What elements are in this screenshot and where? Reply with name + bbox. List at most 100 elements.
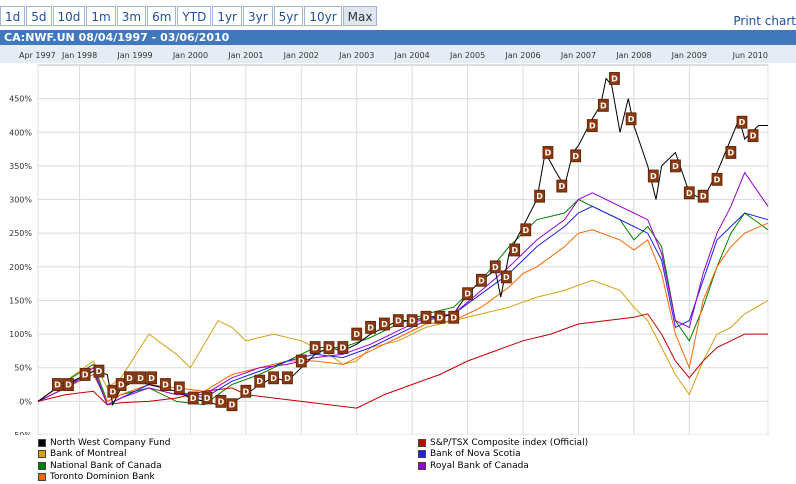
dividend-marker[interactable]: D bbox=[79, 368, 91, 381]
dividend-marker-box bbox=[747, 129, 759, 143]
dividend-marker-label: D bbox=[110, 387, 117, 396]
dividend-marker[interactable]: D bbox=[323, 341, 335, 354]
legend-item: Royal Bank of Canada bbox=[418, 461, 529, 471]
dividend-marker-label: D bbox=[672, 162, 679, 171]
x-tick-label: Apr 1997 bbox=[19, 51, 56, 60]
dividend-marker[interactable]: D bbox=[52, 378, 63, 391]
dividend-marker-label: D bbox=[700, 192, 707, 201]
y-tick-label: 250% bbox=[9, 229, 32, 238]
range-button-1d[interactable]: 1d bbox=[0, 6, 26, 26]
range-button-3m[interactable]: 3m bbox=[116, 6, 147, 26]
dividend-marker-label: D bbox=[298, 357, 305, 366]
dividend-marker[interactable]: D bbox=[93, 364, 105, 378]
dividend-marker[interactable]: D bbox=[124, 371, 135, 385]
dividend-marker-box bbox=[52, 378, 63, 391]
dividend-marker[interactable]: D bbox=[586, 119, 598, 132]
range-button-6m[interactable]: 6m bbox=[147, 6, 177, 26]
dividend-marker[interactable]: D bbox=[489, 260, 501, 274]
range-button-ytd[interactable]: YTD bbox=[177, 6, 212, 26]
range-button-max[interactable]: Max bbox=[342, 6, 378, 26]
dividend-marker[interactable]: D bbox=[725, 146, 737, 159]
dividend-marker[interactable]: D bbox=[520, 223, 532, 237]
dividend-marker-label: D bbox=[229, 401, 236, 410]
dividend-marker-box bbox=[201, 391, 213, 405]
dividend-marker[interactable]: D bbox=[406, 314, 418, 328]
dividend-marker[interactable]: D bbox=[556, 179, 568, 193]
dividend-marker[interactable]: D bbox=[476, 273, 487, 287]
dividend-marker[interactable]: D bbox=[215, 394, 227, 408]
price-chart: -50% 0% 50% 100% 150% 200% 250% 300% 350% 400% 450… bbox=[0, 45, 796, 435]
legend-item: Bank of Montreal bbox=[38, 449, 127, 459]
dividend-marker[interactable]: D bbox=[448, 310, 460, 324]
dividend-marker[interactable]: D bbox=[337, 341, 349, 354]
legend-swatch bbox=[38, 450, 46, 458]
dividend-marker[interactable]: D bbox=[379, 317, 390, 331]
range-button-10d[interactable]: 10d bbox=[52, 6, 86, 26]
dividend-marker-box bbox=[365, 320, 376, 334]
dividend-marker[interactable]: D bbox=[351, 327, 363, 341]
dividend-marker[interactable]: D bbox=[365, 320, 376, 334]
dividend-marker[interactable]: D bbox=[309, 341, 321, 354]
range-button-1m[interactable]: 1m bbox=[86, 6, 116, 26]
dividend-marker[interactable]: D bbox=[462, 287, 473, 301]
dividend-marker-label: D bbox=[353, 330, 360, 339]
dividend-marker[interactable]: D bbox=[282, 371, 293, 385]
dividend-marker-box bbox=[420, 310, 432, 324]
dividend-marker[interactable]: D bbox=[107, 384, 119, 398]
legend-swatch bbox=[38, 473, 46, 481]
range-button-5yr[interactable]: 5yr bbox=[273, 6, 304, 26]
dividend-marker[interactable]: D bbox=[747, 129, 759, 143]
dividend-marker[interactable]: D bbox=[295, 354, 307, 368]
dividend-marker-label: D bbox=[243, 387, 250, 396]
dividend-marker[interactable]: D bbox=[625, 112, 637, 126]
dividend-marker[interactable]: D bbox=[201, 391, 213, 405]
dividend-marker-label: D bbox=[437, 313, 444, 322]
legend-swatch bbox=[418, 450, 426, 458]
dividend-marker[interactable]: D bbox=[63, 378, 74, 391]
dividend-marker[interactable]: D bbox=[509, 243, 521, 257]
dividend-marker-label: D bbox=[728, 148, 735, 157]
dividend-marker[interactable]: D bbox=[160, 378, 171, 391]
dividend-marker-label: D bbox=[137, 374, 144, 383]
dividend-marker[interactable]: D bbox=[226, 398, 238, 412]
dividend-marker[interactable]: D bbox=[240, 384, 252, 398]
dividend-marker[interactable]: D bbox=[115, 378, 127, 391]
range-button-1yr[interactable]: 1yr bbox=[212, 6, 242, 26]
dividend-marker-box bbox=[542, 146, 554, 159]
range-toolbar: 1d 5d 10d 1m 3m 6m YTD 1yr 3yr 5yr 10yr Max bbox=[0, 6, 378, 28]
dividend-marker[interactable]: D bbox=[697, 189, 709, 203]
print-chart-link[interactable]: Print chart bbox=[733, 14, 796, 28]
dividend-marker-label: D bbox=[54, 381, 61, 390]
dividend-marker[interactable]: D bbox=[534, 189, 546, 203]
dividend-marker[interactable]: D bbox=[542, 146, 554, 159]
dividend-marker[interactable]: D bbox=[597, 98, 609, 112]
dividend-marker[interactable]: D bbox=[736, 115, 748, 129]
x-tick-label: Jan 2008 bbox=[615, 51, 651, 60]
dividend-marker[interactable]: D bbox=[670, 159, 681, 173]
dividend-marker-label: D bbox=[126, 374, 133, 383]
range-button-3yr[interactable]: 3yr bbox=[242, 6, 273, 26]
dividend-marker[interactable]: D bbox=[420, 310, 432, 324]
dividend-marker[interactable]: D bbox=[711, 172, 723, 186]
dividend-marker-box bbox=[309, 341, 321, 354]
range-button-10yr[interactable]: 10yr bbox=[304, 6, 342, 26]
dividend-marker[interactable]: D bbox=[187, 391, 199, 405]
dividend-marker[interactable]: D bbox=[135, 371, 146, 385]
range-button-5d[interactable]: 5d bbox=[26, 6, 52, 26]
dividend-marker[interactable]: D bbox=[683, 186, 695, 200]
dividend-marker[interactable]: D bbox=[647, 169, 659, 183]
dividend-marker[interactable]: D bbox=[173, 381, 185, 395]
y-tick-label: 400% bbox=[9, 128, 32, 137]
dividend-marker[interactable]: D bbox=[609, 72, 620, 85]
dividend-marker[interactable]: D bbox=[254, 374, 266, 388]
dividend-marker[interactable]: D bbox=[268, 371, 279, 385]
dividend-marker[interactable]: D bbox=[392, 314, 404, 328]
x-tick-label: Jun 2010 bbox=[732, 51, 768, 60]
dividend-marker-box bbox=[509, 243, 521, 257]
dividend-marker-label: D bbox=[176, 384, 183, 393]
dividend-marker[interactable]: D bbox=[570, 149, 582, 163]
dividend-marker-label: D bbox=[256, 377, 263, 386]
dividend-marker[interactable]: D bbox=[146, 371, 158, 385]
dividend-marker[interactable]: D bbox=[434, 310, 446, 324]
dividend-marker[interactable]: D bbox=[500, 270, 512, 284]
